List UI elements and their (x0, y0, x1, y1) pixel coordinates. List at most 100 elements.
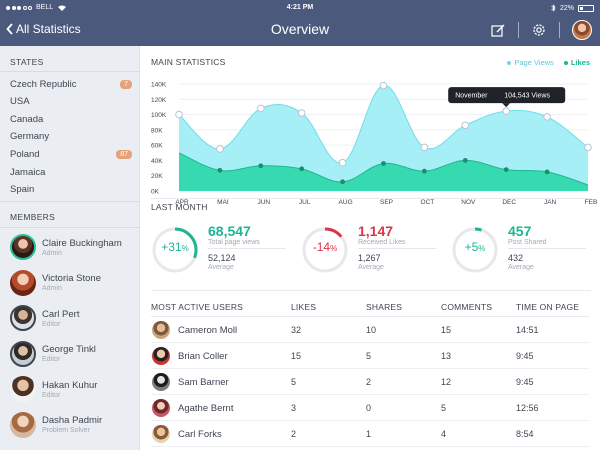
cell-time: 8:54 (516, 429, 534, 439)
divider (151, 446, 589, 447)
main-statistics-title: MAIN STATISTICS (151, 57, 226, 67)
avatar (10, 305, 36, 331)
data-point-likes (340, 179, 345, 185)
data-point-page-views (461, 121, 470, 130)
wifi-icon (58, 5, 67, 11)
chart-tooltip (448, 87, 566, 104)
back-label: All Statistics (16, 22, 81, 36)
progress-ring (452, 227, 498, 273)
stat-percent: -14% (312, 240, 338, 254)
sidebar-item-state[interactable]: Canada (10, 110, 132, 128)
stat-average-value: 52,124 (208, 253, 236, 263)
table-row[interactable]: Carl Forks 2 1 4 8:54 (151, 421, 589, 447)
x-tick-label: FEB (585, 199, 598, 206)
member-role: Editor (42, 356, 61, 363)
page-title: Overview (270, 21, 330, 37)
y-tick-label: 120K (151, 97, 167, 104)
y-tick-label: 100K (151, 112, 167, 119)
sidebar-item-member[interactable]: Carl Pert Editor (10, 303, 136, 333)
sidebar-item-state[interactable]: Spain (10, 181, 132, 199)
avatar (152, 347, 170, 365)
divider (151, 342, 589, 343)
user-avatar[interactable] (572, 20, 592, 40)
avatar (10, 376, 36, 402)
x-tick-label: APR (175, 199, 189, 206)
divider (151, 290, 591, 291)
legend-likes[interactable]: Likes (563, 58, 590, 67)
gear-icon[interactable] (531, 22, 547, 38)
progress-ring (152, 227, 198, 273)
member-text: Victoria Stone Admin (42, 273, 101, 292)
divider (151, 198, 591, 199)
avatar (10, 234, 36, 260)
cell-comments: 13 (441, 351, 452, 361)
y-tick-label: 40K (151, 158, 163, 165)
cell-shares: 2 (366, 377, 372, 387)
stat-percent: +31% (161, 240, 189, 254)
cell-shares: 5 (366, 351, 372, 361)
sidebar-item-state[interactable]: Poland 87 (10, 145, 132, 163)
data-point-likes (381, 161, 386, 166)
table-row[interactable]: Brian Coller 15 5 13 9:45 (151, 343, 589, 369)
member-role: Admin (42, 249, 62, 257)
header-shares[interactable]: SHARES (366, 302, 403, 312)
avatar (10, 340, 36, 367)
sidebar: STATES Czech Republic 7 USA Canada Germany Po… (0, 46, 140, 450)
header-likes[interactable]: LIKES (291, 302, 317, 312)
table-row[interactable]: Sam Barner 5 2 12 9:45 (151, 369, 589, 395)
sidebar-item-state[interactable]: Czech Republic 7 (10, 75, 132, 93)
avatar (152, 321, 170, 339)
header-time-on-page[interactable]: TIME ON PAGE (516, 302, 580, 312)
cell-time: 12:56 (516, 403, 539, 413)
sidebar-item-state[interactable]: Jamaica (10, 163, 132, 181)
table-row[interactable]: Agathe Bernt 3 0 5 12:56 (151, 395, 589, 421)
stat-average-label: Average (358, 264, 384, 271)
user-name: Agathe Bernt (178, 403, 234, 414)
sidebar-item-member[interactable]: Victoria Stone Admin (10, 268, 136, 298)
carrier-info: BELL (6, 4, 67, 11)
back-button[interactable]: All Statistics (6, 22, 81, 36)
data-point-page-views (379, 81, 388, 90)
stat-card: +31% 68,547 Total page views 52,124 Average (151, 223, 301, 278)
data-point-page-views (175, 110, 183, 119)
member-name: Victoria Stone (42, 273, 101, 284)
status-right: 22% (551, 4, 594, 12)
battery-percent: 22% (559, 4, 574, 12)
compose-icon[interactable] (491, 23, 506, 38)
legend-page-views[interactable]: Page Views (507, 58, 554, 67)
tooltip-pointer (502, 103, 511, 108)
data-point-likes (462, 158, 468, 163)
member-text: Claire Buckingham Admin (42, 238, 122, 257)
sidebar-item-member[interactable]: Claire Buckingham Admin (10, 232, 136, 262)
header-comments[interactable]: COMMENTS (441, 302, 493, 312)
sidebar-item-state[interactable]: USA (10, 93, 132, 111)
data-point-page-views (257, 104, 265, 113)
main-statistics-chart: 0K 20K 40K 60K 80K 100K 120K 140K APR MAI JUN JUL AU… (151, 81, 598, 207)
avatar (152, 399, 170, 417)
table-row[interactable]: Cameron Moll 32 10 15 14:51 (151, 317, 589, 343)
cell-likes: 3 (291, 403, 297, 413)
sidebar-item-member[interactable]: Hakan Kuhur Editor (10, 374, 136, 404)
stat-value: 457 (508, 223, 532, 239)
sidebar-item-state[interactable]: Germany (10, 128, 132, 146)
tooltip-value: 104,543 Views (504, 93, 550, 100)
members-heading: MEMBERS (10, 212, 56, 222)
bluetooth-icon (551, 4, 556, 12)
member-name: Hakan Kuhur (42, 379, 98, 391)
data-point-likes (217, 167, 223, 173)
avatar (10, 269, 36, 296)
cell-comments: 12 (441, 377, 452, 387)
member-text: Carl Pert Editor (42, 309, 79, 328)
sidebar-item-member[interactable]: George Tinkl Editor (10, 339, 136, 369)
stat-value: 68,547 (208, 223, 251, 239)
avatar (10, 411, 36, 438)
user-name: Sam Barner (178, 377, 229, 388)
cell-comments: 4 (441, 429, 447, 439)
data-point-likes (258, 163, 264, 169)
stat-average-value: 432 (508, 253, 524, 263)
cell-time: 9:45 (516, 351, 534, 361)
sidebar-item-member[interactable]: Dasha Padmir Problem Solver (10, 410, 136, 440)
carrier-name: BELL (36, 4, 54, 11)
data-point-page-views (216, 145, 224, 153)
status-time: 4:21 PM (286, 4, 314, 11)
